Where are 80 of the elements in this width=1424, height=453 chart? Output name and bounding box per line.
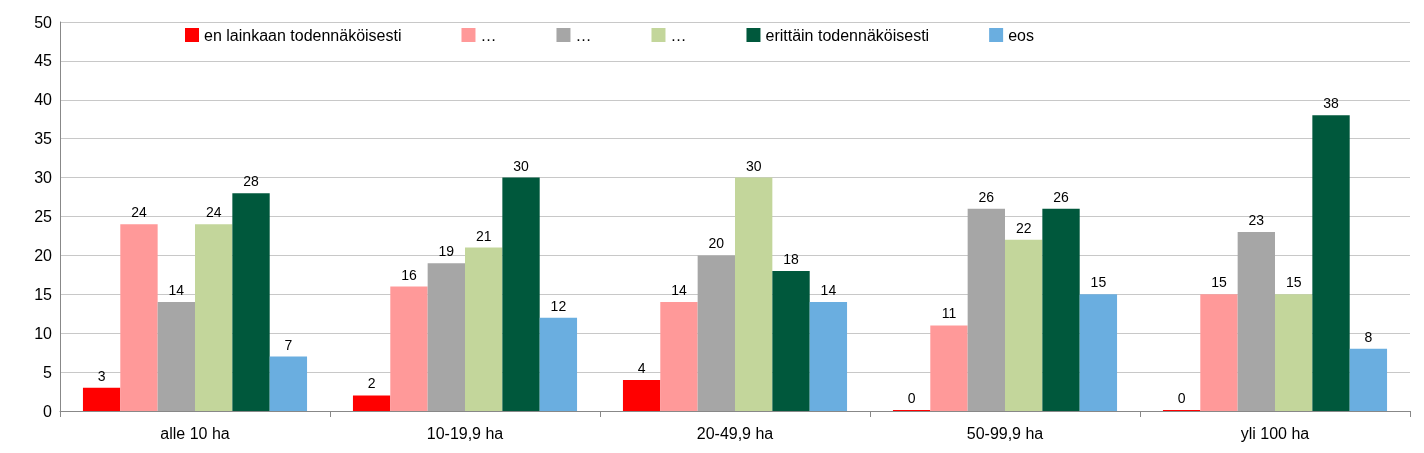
bar <box>82 387 121 411</box>
data-label: 21 <box>475 227 492 244</box>
x-tick-label: 50-99,9 ha <box>966 424 1044 442</box>
data-label: 15 <box>1211 274 1227 291</box>
data-label: 30 <box>513 157 530 174</box>
bar <box>1005 239 1043 411</box>
data-label: 16 <box>401 266 417 283</box>
legend-label: erittäin todennäköisesti <box>765 26 930 44</box>
data-label: 26 <box>978 188 995 205</box>
bar <box>502 177 540 411</box>
bar <box>465 247 503 411</box>
bar <box>930 325 968 411</box>
bar <box>1312 115 1350 411</box>
bar <box>1349 348 1388 411</box>
data-label: 7 <box>284 336 293 353</box>
data-label: 14 <box>168 282 185 299</box>
data-label: 23 <box>1248 212 1265 229</box>
legend-label: eos <box>1008 26 1034 44</box>
bar <box>232 193 270 411</box>
bar <box>427 263 465 411</box>
legend-label: en lainkaan todennäköisesti <box>204 26 402 44</box>
data-label: 14 <box>671 282 687 299</box>
bar <box>157 302 195 411</box>
y-tick-label: 20 <box>34 246 53 264</box>
y-tick-label: 0 <box>43 402 53 420</box>
bar <box>622 379 661 411</box>
legend-label: … <box>480 26 497 44</box>
data-label: 38 <box>1323 95 1340 112</box>
y-tick-label: 50 <box>34 13 53 31</box>
y-tick-label: 15 <box>34 285 53 303</box>
data-label: 0 <box>1177 390 1186 406</box>
bar <box>352 395 391 411</box>
bar <box>539 317 578 411</box>
data-label: 22 <box>1015 219 1032 236</box>
bar <box>269 356 308 411</box>
y-tick-label: 5 <box>43 363 53 381</box>
data-label: 0 <box>907 390 916 406</box>
legend-label: … <box>670 26 687 44</box>
y-tick-label: 35 <box>34 130 53 148</box>
data-label: 12 <box>550 297 567 314</box>
x-tick-label: yli 100 ha <box>1240 424 1310 442</box>
data-label: 11 <box>941 305 957 322</box>
bar <box>120 224 158 411</box>
bar <box>660 302 698 411</box>
data-label: 26 <box>1053 188 1070 205</box>
x-tick-label: 10-19,9 ha <box>426 424 504 442</box>
data-label: 4 <box>637 359 646 376</box>
bar <box>1042 208 1080 411</box>
data-label: 20 <box>708 235 725 252</box>
data-label: 19 <box>438 243 455 260</box>
bar <box>1237 232 1275 411</box>
bar <box>772 270 810 411</box>
bar <box>1079 294 1118 411</box>
bar <box>735 177 773 411</box>
data-label: 28 <box>243 173 260 190</box>
data-label: 14 <box>820 282 837 299</box>
y-tick-label: 25 <box>34 208 53 225</box>
x-tick-label: 20-49,9 ha <box>696 424 774 442</box>
data-label: 2 <box>367 375 376 392</box>
x-tick-label: alle 10 ha <box>160 424 230 442</box>
y-tick-label: 45 <box>34 52 53 70</box>
data-label: 24 <box>131 204 147 221</box>
y-tick-label: 30 <box>34 169 53 187</box>
bar <box>967 208 1005 411</box>
data-label: 30 <box>745 157 762 174</box>
bar <box>1275 294 1313 411</box>
data-label: 24 <box>205 204 222 221</box>
bar <box>809 302 848 411</box>
data-label: 18 <box>783 250 800 267</box>
data-label: 15 <box>1285 274 1302 291</box>
bar <box>390 286 428 411</box>
y-tick-label: 40 <box>34 91 53 109</box>
y-tick-label: 10 <box>34 324 53 342</box>
data-label: 8 <box>1364 328 1373 345</box>
data-label: 15 <box>1090 274 1107 291</box>
data-label: 3 <box>97 367 106 384</box>
legend-label: … <box>575 26 592 44</box>
bar <box>195 224 233 411</box>
bar <box>697 255 735 411</box>
bar <box>1200 294 1238 411</box>
